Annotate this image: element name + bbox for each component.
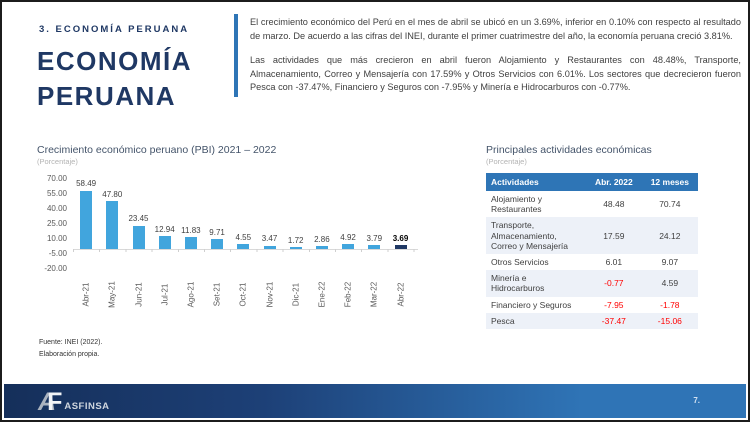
- bar-value-label: 11.83: [181, 225, 201, 235]
- table-subtitle: (Porcentaje): [486, 157, 527, 166]
- gdp-chart-section: Crecimiento económico peruano (PBI) 2021…: [37, 144, 467, 321]
- y-tick-label: 10.00: [46, 234, 67, 243]
- bar: [394, 245, 407, 249]
- x-tick-label: Oct-21: [238, 282, 248, 307]
- header-abr-2022: Abr. 2022: [594, 177, 633, 187]
- cell-activity: Pesca: [491, 315, 515, 326]
- asfinsa-logo: A F ASFINSA: [38, 388, 110, 416]
- table-row: Pesca -37.47 -15.06: [486, 312, 698, 329]
- bar: [368, 245, 381, 249]
- bar-value-label: 3.69: [392, 233, 409, 243]
- bar: [315, 246, 328, 249]
- bar-value-label: 4.55: [235, 232, 252, 242]
- page-number: 7.: [693, 396, 700, 405]
- cell-abr-2022: 17.59: [603, 230, 625, 241]
- source-note: Fuente: INEI (2022). Elaboración propia.: [39, 337, 102, 361]
- table-row: Otros Servicios 6.01 9.07: [486, 254, 698, 270]
- y-tick-label: 25.00: [46, 219, 67, 228]
- bar: [106, 201, 119, 249]
- cell-abr-2022: 48.48: [603, 199, 625, 210]
- bar-value-label: 12.94: [154, 224, 175, 234]
- y-tick-label: 55.00: [46, 189, 67, 198]
- x-tick-label: Jul-21: [160, 283, 170, 306]
- bar-value-label: 9.71: [209, 227, 225, 237]
- cell-activity: Otros Servicios: [491, 256, 549, 267]
- cell-abr-2022: -37.47: [601, 315, 626, 326]
- table-title: Principales actividades económicas: [486, 144, 652, 156]
- x-tick-label: Jun-21: [134, 282, 143, 307]
- logo-wordmark: ASFINSA: [64, 401, 110, 412]
- chart-title: Crecimiento económico peruano (PBI) 2021…: [37, 144, 277, 156]
- bar-value-label: 2.86: [314, 234, 330, 244]
- table-row: Transporte, Almacenamiento, Correo y Men…: [486, 217, 698, 254]
- x-tick-label: Nov-21: [265, 281, 274, 308]
- x-tick-label: Set-21: [212, 282, 222, 307]
- cell-abr-2022: 6.01: [605, 256, 623, 267]
- bar: [80, 190, 93, 249]
- bar: [184, 237, 197, 249]
- chart-canvas: 70.00 55.00 40.00 25.00 10.00 -5.00 -20.00 58.4…: [37, 173, 437, 321]
- bar: [158, 236, 171, 249]
- section-kicker: 3. ECONOMÍA PERUANA: [39, 24, 190, 35]
- y-tick-label: 40.00: [46, 204, 67, 213]
- activities-table-section: Principales actividades económicas (Porc…: [486, 144, 698, 329]
- y-tick-label: -5.00: [48, 249, 67, 258]
- bar: [263, 245, 276, 249]
- bar-value-label: 47.80: [102, 189, 123, 199]
- cell-12-meses: -15.06: [657, 315, 682, 326]
- x-tick-label: Mar-22: [369, 281, 379, 308]
- bar-value-label: 3.47: [261, 234, 278, 244]
- cell-12-meses: 9.07: [661, 256, 679, 267]
- table-row: Minería e Hidrocarburos -0.77 4.59: [486, 270, 698, 297]
- bar: [289, 247, 302, 249]
- intro-paragraph-2: Las actividades que más crecieron en abr…: [250, 55, 741, 93]
- x-tick-label: Ene-22: [317, 281, 327, 308]
- logo-letter-f: F: [47, 388, 63, 416]
- cell-activity: Transporte, Almacenamiento, Correo y Men…: [491, 220, 569, 251]
- bar: [211, 239, 224, 249]
- y-tick-label: -20.00: [44, 264, 67, 273]
- bar-value-label: 58.49: [76, 179, 97, 188]
- table-row: Alojamiento y Restaurantes 48.48 70.74: [486, 191, 698, 217]
- bar: [132, 225, 145, 249]
- x-tick-label: May-21: [107, 281, 117, 308]
- bar-value-label: 3.79: [366, 233, 383, 243]
- activities-table: Actividades Abr. 2022 12 meses Alojamien…: [486, 173, 698, 329]
- cell-activity: Financiero y Seguros: [491, 299, 572, 310]
- source-line-1: Fuente: INEI (2022).: [39, 339, 103, 346]
- y-tick-label: 70.00: [46, 174, 67, 183]
- bar: [342, 244, 355, 249]
- x-tick-label: Feb-22: [343, 281, 353, 308]
- x-axis-tick-marks: [73, 249, 418, 252]
- x-tick-label: Dic-21: [291, 282, 301, 307]
- page-title: ECONOMÍA PERUANA: [37, 46, 192, 112]
- x-tick-label: Ago-21: [186, 281, 196, 308]
- intro-text-box: El crecimiento económico del Perú en el …: [234, 14, 741, 98]
- header-actividades: Actividades: [491, 177, 539, 187]
- intro-paragraph-1: El crecimiento económico del Perú en el …: [250, 17, 741, 41]
- bar-value-label: 4.92: [340, 232, 356, 242]
- table-row: Financiero y Seguros -7.95 -1.78: [486, 297, 698, 313]
- x-tick-label: Abr-21: [81, 282, 91, 307]
- footer-bar: A F ASFINSA 7.: [4, 384, 746, 418]
- bar-value-label: 1.72: [287, 235, 304, 245]
- cell-activity: Alojamiento y Restaurantes: [491, 194, 543, 215]
- activities-tbody: Alojamiento y Restaurantes 48.48 70.74 Tran…: [486, 191, 698, 329]
- cell-12-meses: 70.74: [659, 199, 681, 210]
- bar-value-label: 23.45: [128, 214, 149, 224]
- cell-12-meses: -1.78: [660, 299, 680, 310]
- logo-letter-a: A: [38, 388, 57, 416]
- cell-12-meses: 24.12: [659, 230, 681, 241]
- x-tick-label: Abr-22: [396, 282, 405, 307]
- cell-12-meses: 4.59: [661, 278, 679, 289]
- cell-activity: Minería e Hidrocarburos: [491, 273, 545, 294]
- chart-subtitle: (Porcentaje): [37, 157, 78, 166]
- cell-abr-2022: -0.77: [604, 278, 624, 289]
- bar: [237, 244, 250, 249]
- source-line-2: Elaboración propia.: [39, 350, 100, 358]
- cell-abr-2022: -7.95: [604, 299, 624, 310]
- table-header-row: Actividades Abr. 2022 12 meses: [486, 173, 698, 191]
- header-12-meses: 12 meses: [650, 177, 689, 187]
